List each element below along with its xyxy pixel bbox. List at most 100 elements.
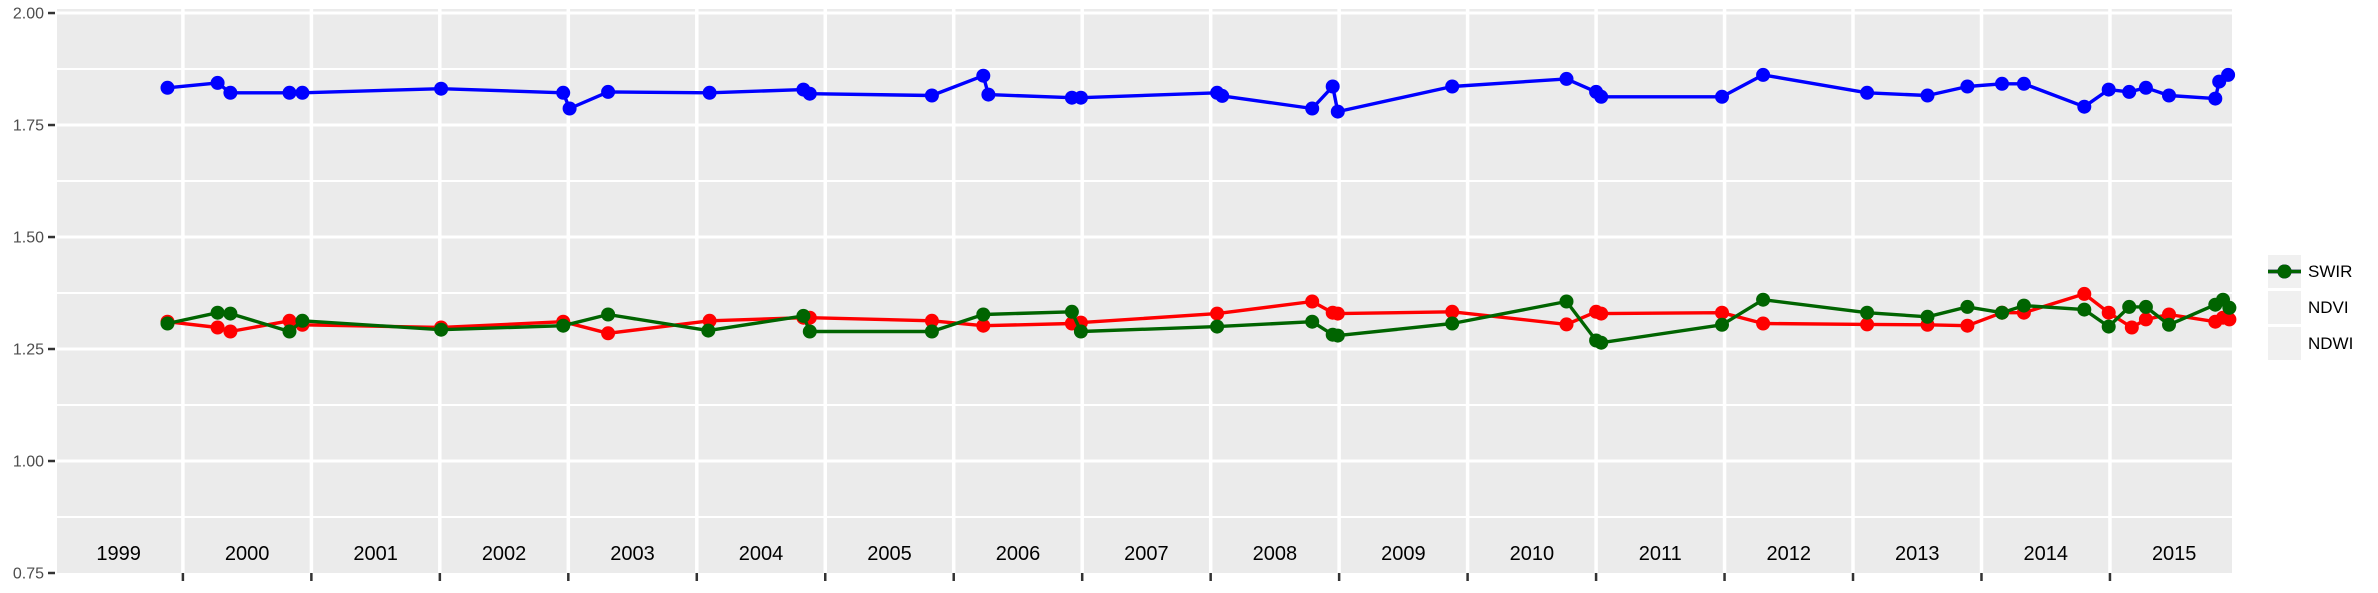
ndwi-point	[1559, 294, 1574, 309]
ndvi-point	[2016, 76, 2031, 91]
legend-label-swir: SWIR	[2308, 262, 2353, 281]
ndwi-point	[1995, 305, 2009, 320]
ndvi-point	[1073, 90, 1088, 105]
ndvi-point	[1715, 89, 1729, 104]
ndvi-point	[1860, 85, 1875, 100]
ndvi-point	[210, 75, 225, 90]
ndvi-point	[556, 85, 571, 100]
x-year-label: 2009	[1381, 543, 1426, 565]
ndvi-point	[1445, 79, 1460, 94]
swir-point	[2124, 320, 2139, 335]
y-tick-label: 2.00	[13, 6, 44, 23]
ndwi-point	[1064, 304, 1079, 319]
ndwi-point	[434, 322, 449, 337]
x-year-label: 2013	[1895, 543, 1940, 565]
ndvi-point	[1215, 88, 1230, 103]
swir-point	[1594, 306, 1609, 321]
swir-point	[2162, 307, 2176, 322]
legend-key-ndvi	[2268, 264, 2301, 324]
ndvi-point	[1920, 88, 1935, 103]
swir-point	[2077, 286, 2092, 301]
ndwi-point	[924, 324, 939, 339]
ndwi-point	[2138, 299, 2153, 314]
ndvi-point	[2208, 91, 2223, 106]
ndvi-point	[282, 85, 297, 100]
ndvi-point	[802, 86, 817, 101]
ndwi-point	[210, 305, 225, 320]
swir-point	[2138, 312, 2153, 327]
ndvi-point	[2221, 67, 2236, 82]
ndvi-point	[1594, 89, 1609, 104]
swir-point	[1305, 294, 1320, 309]
swir-point	[1860, 317, 1875, 332]
ndwi-point	[160, 316, 175, 331]
x-year-label: 2012	[1767, 543, 1812, 565]
x-year-label: 2005	[867, 543, 912, 565]
ndwi-point	[2016, 298, 2031, 313]
x-year-label: 2007	[1124, 543, 1169, 565]
ndwi-point	[1756, 292, 1771, 307]
ndwi-point	[223, 306, 238, 321]
ndvi-point	[702, 85, 717, 100]
ndvi-point	[1960, 79, 1975, 94]
swir-point	[2222, 312, 2237, 327]
ndwi-point	[556, 318, 571, 333]
ndwi-point	[1445, 316, 1460, 331]
swir-point	[1445, 304, 1460, 319]
ndwi-point	[2222, 300, 2237, 315]
swir-point	[601, 326, 616, 341]
ndvi-point	[434, 81, 449, 96]
ndwi-point	[2077, 302, 2092, 317]
ndvi-point	[1559, 71, 1574, 86]
swir-point	[1559, 317, 1574, 332]
swir-point	[924, 313, 939, 328]
ndvi-point	[2077, 99, 2092, 114]
legend-key-ndwi	[2268, 264, 2301, 360]
ndvi-point	[562, 101, 577, 116]
x-year-label: 2008	[1253, 543, 1298, 565]
x-year-label: 1999	[96, 543, 141, 565]
x-year-label: 2002	[482, 543, 527, 565]
swir-point	[2101, 305, 2116, 320]
ndvi-point	[1995, 76, 2009, 91]
legend-label-ndwi: NDWI	[2308, 334, 2354, 353]
chart-panel	[57, 9, 2232, 573]
line-point-glyph-icon	[2268, 264, 2301, 279]
ndvi-point	[1325, 79, 1340, 94]
ndvi-point	[2101, 82, 2116, 97]
ndwi-point	[802, 324, 817, 339]
ndvi-point	[295, 85, 310, 100]
ndwi-point	[701, 323, 716, 338]
ndwi-point	[2101, 319, 2116, 334]
ndvi-point	[2122, 84, 2137, 99]
swir-point	[1330, 306, 1345, 321]
ndwi-point	[1960, 299, 1975, 314]
x-year-label: 2000	[225, 543, 270, 565]
x-year-label: 2015	[2152, 543, 2197, 565]
swir-point	[1960, 318, 1975, 333]
ndvi-point	[601, 84, 616, 99]
ndwi-point	[1305, 314, 1320, 329]
swir-point	[1210, 306, 1225, 321]
y-tick-label: 1.25	[13, 342, 44, 359]
ndwi-point	[796, 308, 811, 323]
ndvi-point	[2138, 80, 2153, 95]
x-year-label: 2001	[353, 543, 398, 565]
swir-point	[282, 313, 297, 328]
legend-entry-ndvi: NDVI	[2268, 264, 2353, 324]
legend-entry-ndwi: NDWI	[2268, 264, 2354, 360]
ndwi-point	[2162, 317, 2176, 332]
ndwi-point	[1715, 317, 1729, 332]
y-tick-label: 1.50	[13, 230, 44, 247]
ndwi-point	[282, 324, 297, 339]
ndwi-point	[1330, 328, 1345, 343]
swir-point	[1756, 316, 1771, 331]
ndwi-point	[1594, 335, 1609, 350]
x-year-label: 2006	[996, 543, 1041, 565]
ndwi-point	[2122, 299, 2137, 314]
ndwi-point	[1210, 319, 1225, 334]
swir-point	[223, 324, 238, 339]
y-tick-label: 0.75	[13, 566, 44, 583]
